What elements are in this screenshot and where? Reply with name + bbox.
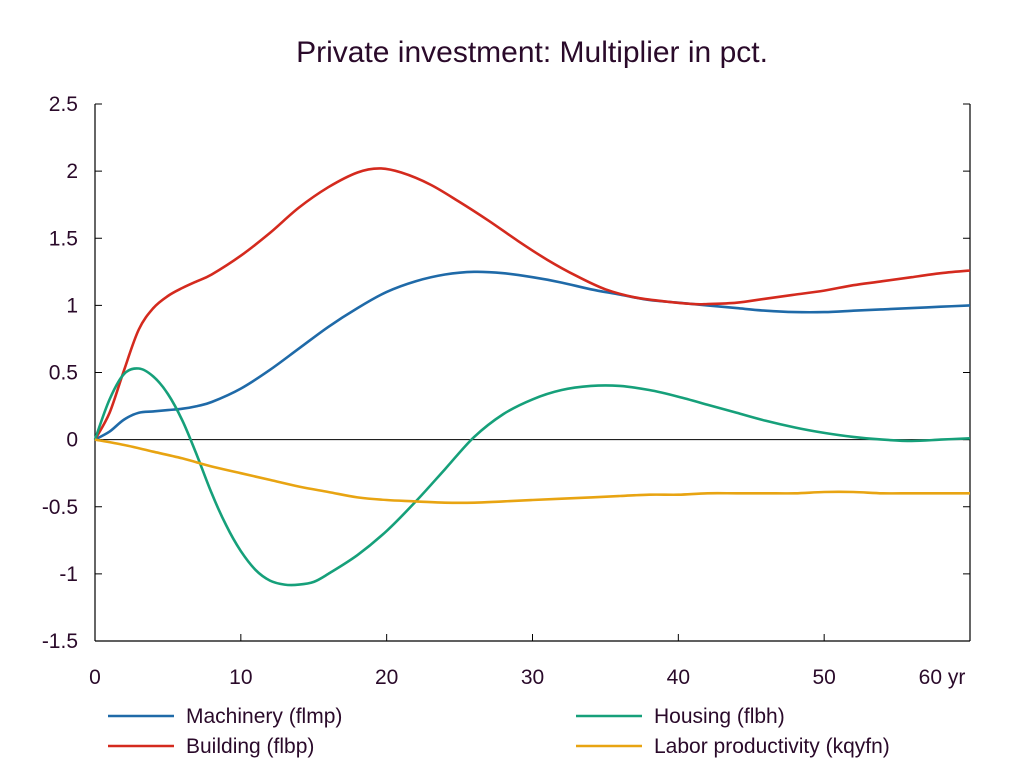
legend-label-labor-productivity: Labor productivity (kqyfn) xyxy=(654,735,890,758)
x-tick-label: 40 xyxy=(667,666,690,689)
series-line-labor-productivity xyxy=(94,438,971,505)
y-tick-label: -1 xyxy=(59,563,78,586)
y-tick-label: -1.5 xyxy=(42,630,78,653)
series-line-housing xyxy=(93,367,971,587)
y-tick-label: -0.5 xyxy=(42,496,78,519)
y-tick-label: 1.5 xyxy=(49,227,78,250)
x-tick-label: 0 xyxy=(89,666,101,689)
plot-frame xyxy=(94,104,971,642)
x-axis: 0 10 20 30 40 50 60 yr xyxy=(89,634,971,689)
x-tick-label: 60 yr xyxy=(919,666,966,689)
chart-title: Private investment: Multiplier in pct. xyxy=(296,36,768,69)
y-tick-label: 0.5 xyxy=(49,362,78,385)
x-tick-label: 30 xyxy=(521,666,544,689)
x-tick-label: 50 xyxy=(812,666,835,689)
legend-label-housing: Housing (flbh) xyxy=(654,705,785,728)
series-line-machinery xyxy=(94,270,971,441)
x-tick-label: 10 xyxy=(229,666,252,689)
y-tick-label: 2 xyxy=(66,160,78,183)
series-layer xyxy=(93,167,971,587)
legend-label-machinery: Machinery (flmp) xyxy=(186,705,342,728)
y-tick-label: 0 xyxy=(66,429,78,452)
y-axis: -1.5 -1 -0.5 0 0.5 1 1.5 2 2.5 xyxy=(42,93,970,653)
series-line-building xyxy=(93,167,971,441)
x-tick-label: 20 xyxy=(375,666,398,689)
legend-label-building: Building (flbp) xyxy=(186,735,314,758)
legend: Machinery (flmp) Building (flbp) Housing (… xyxy=(108,705,890,758)
y-tick-label: 2.5 xyxy=(49,93,78,116)
y-tick-label: 1 xyxy=(66,294,78,317)
